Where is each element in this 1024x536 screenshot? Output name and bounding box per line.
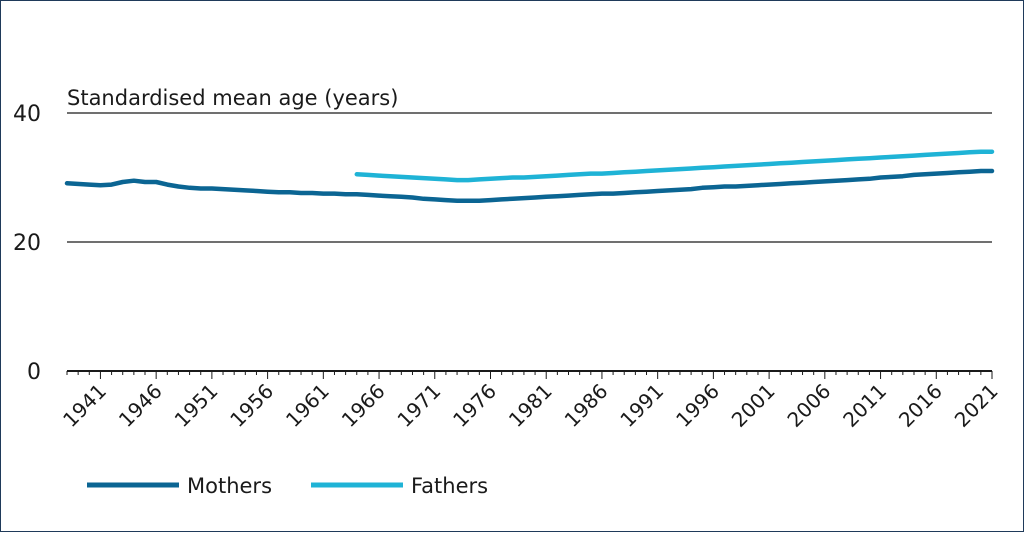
x-tick-label: 1996	[671, 379, 724, 432]
x-tick-label: 1951	[170, 379, 223, 432]
legend-label-fathers: Fathers	[411, 474, 488, 498]
series-line-mothers	[64, 168, 995, 203]
x-tick-label: 1976	[448, 379, 501, 432]
y-axis-label: Standardised mean age (years)	[67, 86, 398, 110]
x-tick-label: 1981	[504, 379, 557, 432]
x-tick-label: 1956	[225, 379, 278, 432]
x-tick-label: 2006	[782, 379, 835, 432]
x-tick-label: 1941	[58, 379, 111, 432]
y-tick-label: 20	[13, 231, 41, 256]
y-tick-label: 40	[13, 102, 41, 127]
legend-label-mothers: Mothers	[187, 474, 272, 498]
x-tick-label: 1966	[337, 379, 390, 432]
x-tick-label: 2001	[727, 379, 780, 432]
y-tick-label: 0	[27, 360, 41, 385]
series-line-fathers	[354, 149, 995, 183]
x-tick-label: 2011	[838, 379, 891, 432]
series	[64, 149, 995, 203]
x-tick-label: 1961	[281, 379, 334, 432]
x-tick-label: 1946	[114, 379, 167, 432]
x-tick-label: 2016	[894, 379, 947, 432]
legend: Mothers Fathers	[87, 474, 488, 498]
x-tick-label: 2021	[950, 379, 1003, 432]
x-tick-label: 1991	[615, 379, 668, 432]
gridlines	[67, 112, 992, 372]
x-tick-label: 1986	[560, 379, 613, 432]
x-tick-label: 1971	[392, 379, 445, 432]
